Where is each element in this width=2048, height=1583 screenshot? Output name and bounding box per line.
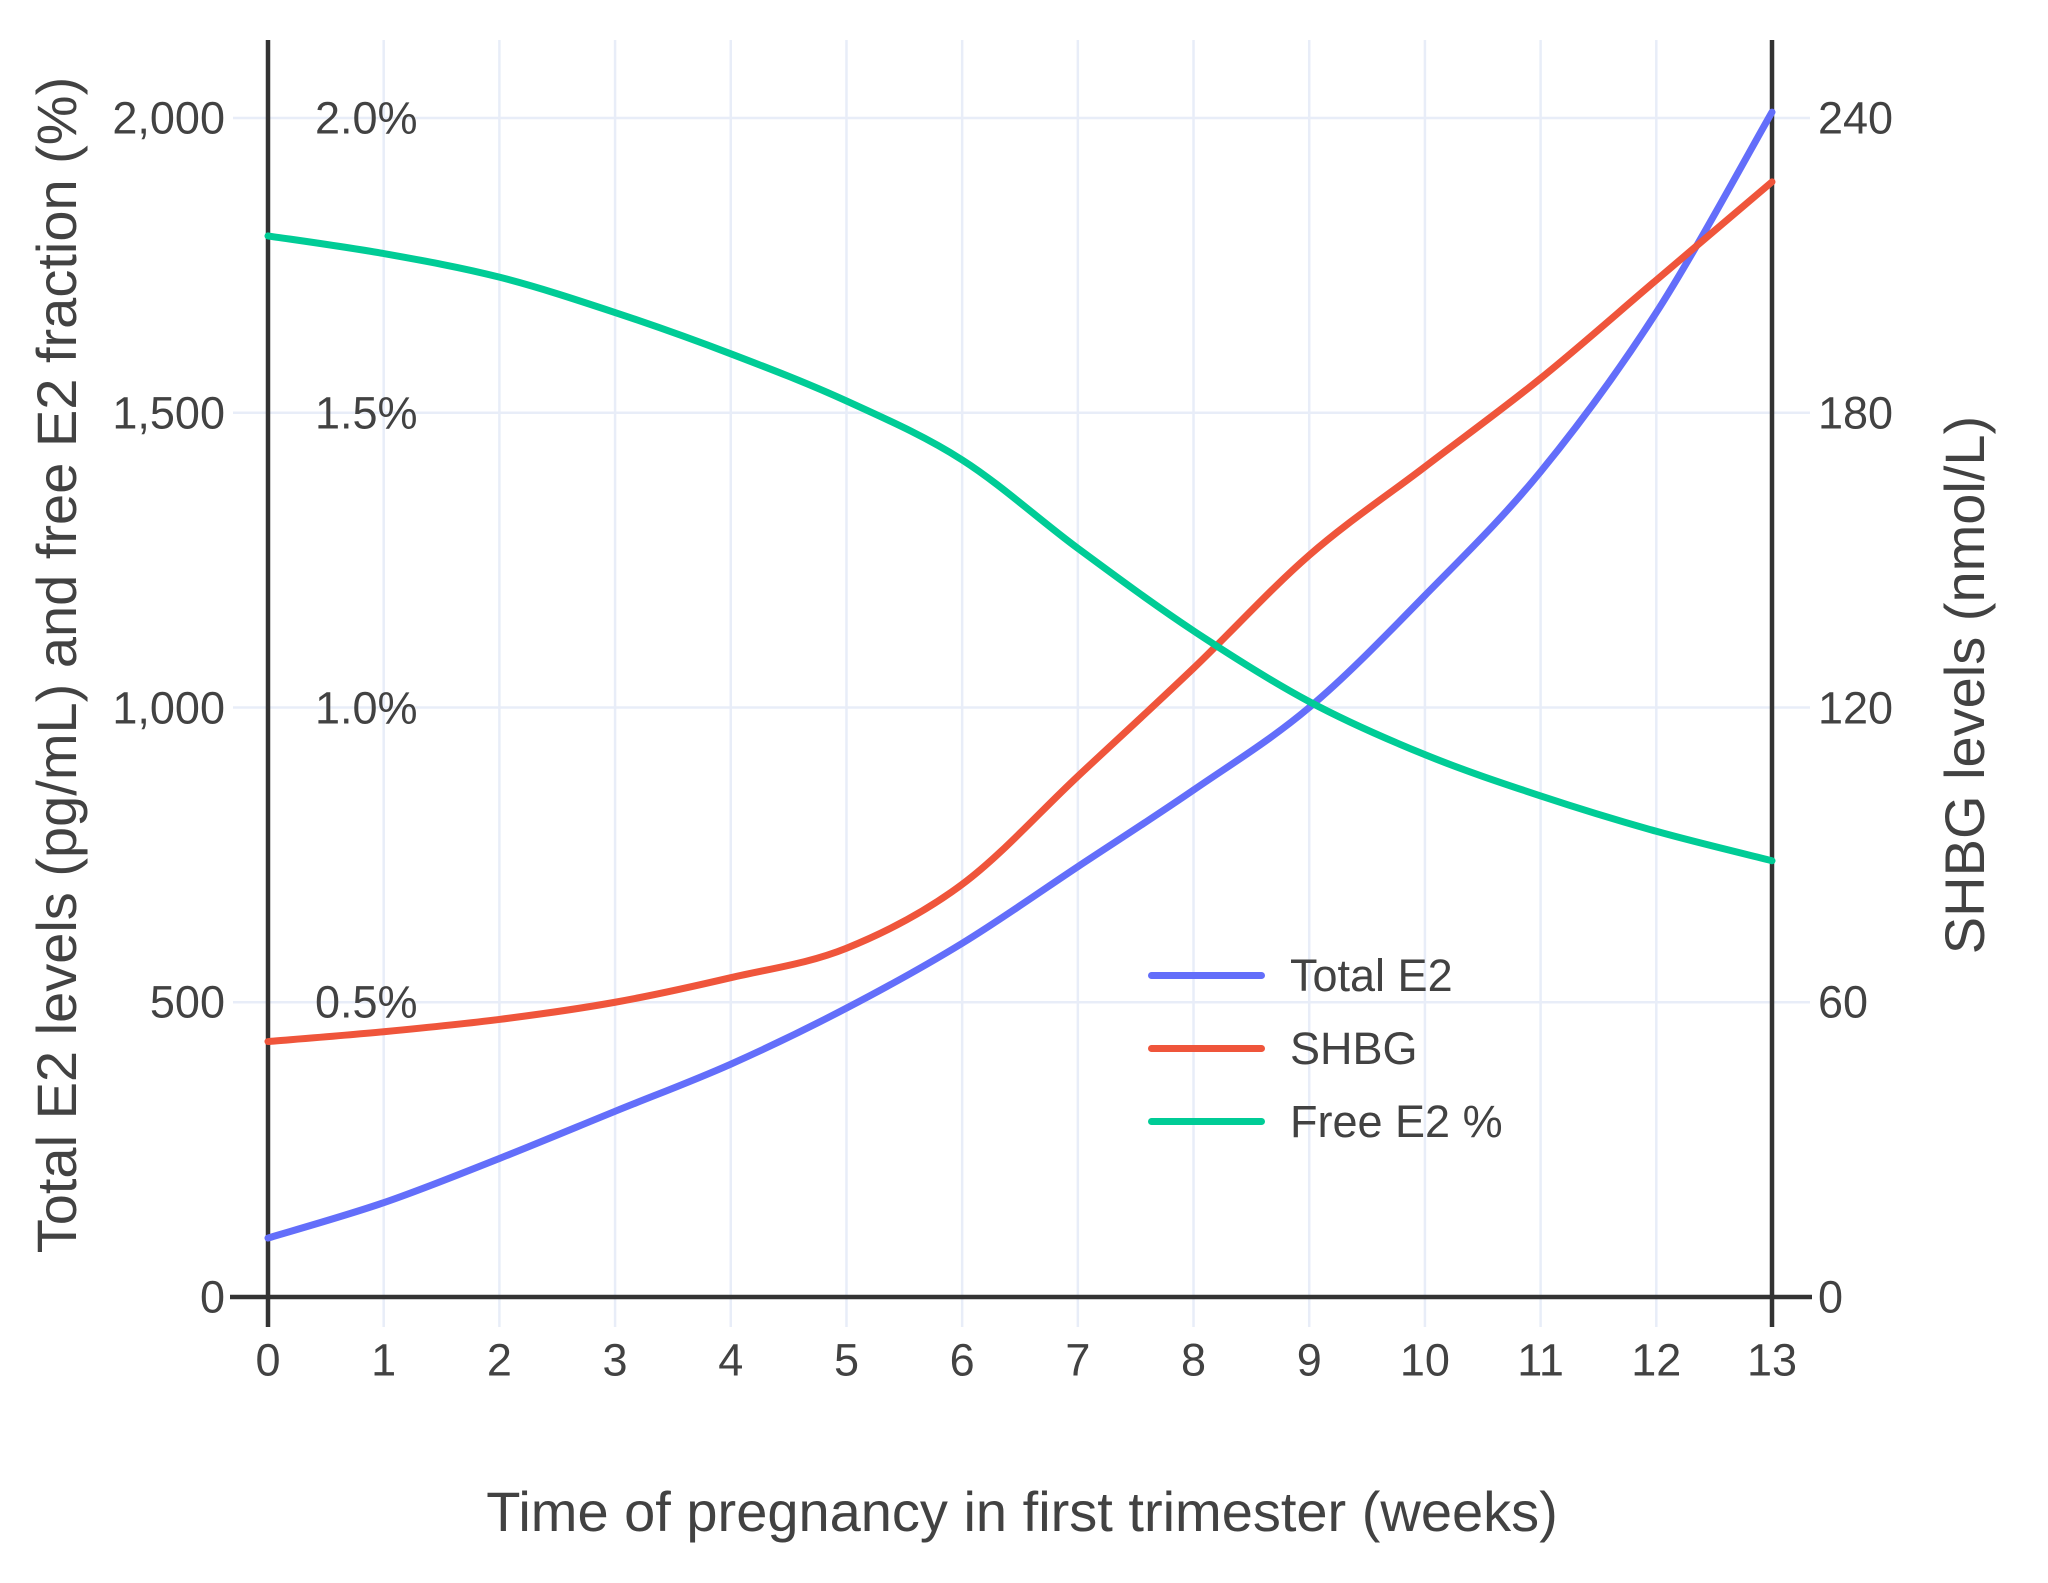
left-tick-label: 0 (199, 1271, 225, 1323)
right-tick-label: 120 (1818, 682, 1894, 733)
x-tick-label-9: 9 (1296, 1334, 1322, 1386)
right-tick-label: 0 (1818, 1271, 1844, 1323)
x-tick-label-7: 7 (1065, 1334, 1091, 1386)
percent-annotation: 1.0% (315, 682, 418, 733)
x-tick-label-3: 3 (602, 1334, 628, 1386)
legend-line-swatch (1148, 1118, 1265, 1125)
left-axis-title: Total E2 levels (pg/mL) and free E2 frac… (25, 76, 88, 1254)
x-tick-label-6: 6 (949, 1334, 975, 1386)
x-axis-title: Time of pregnancy in first trimester (we… (486, 1480, 1558, 1543)
legend-label: Total E2 (1290, 950, 1453, 1001)
legend: Total E2 SHBG Free E2 % (1148, 939, 1503, 1158)
right-tick-label: 240 (1818, 92, 1894, 144)
x-tick-label-1: 1 (371, 1334, 397, 1386)
legend-item-total-e2[interactable]: Total E2 (1148, 939, 1503, 1012)
percent-annotation: 1.5% (315, 387, 418, 439)
shbg-line (264, 178, 1776, 1046)
legend-line-swatch (1148, 972, 1265, 979)
left-tick-label: 1,500 (112, 387, 225, 439)
legend-item-free-e2-[interactable]: Free E2 % (1148, 1085, 1503, 1158)
legend-label: Free E2 % (1290, 1096, 1503, 1147)
x-tick-label-10: 10 (1399, 1334, 1450, 1386)
right-axis-title: SHBG levels (nmol/L) (1933, 415, 1996, 955)
x-tick-label-11: 11 (1517, 1334, 1564, 1386)
left-tick-label: 500 (149, 976, 225, 1028)
x-tick-label-4: 4 (718, 1334, 744, 1386)
free-e2--line (264, 232, 1776, 865)
left-tick-label: 2,000 (112, 92, 225, 144)
x-tick-label-0: 0 (255, 1334, 281, 1386)
right-tick-label: 180 (1818, 387, 1894, 439)
x-tick-label-5: 5 (833, 1334, 859, 1386)
legend-label: SHBG (1290, 1023, 1418, 1074)
left-tick-label: 1,000 (112, 682, 225, 733)
x-tick-label-12: 12 (1631, 1334, 1682, 1386)
percent-annotation: 2.0% (315, 92, 418, 144)
legend-item-shbg[interactable]: SHBG (1148, 1012, 1503, 1085)
right-tick-label: 60 (1818, 976, 1869, 1028)
x-tick-label-13: 13 (1746, 1334, 1798, 1386)
total-e2-line (264, 108, 1776, 1242)
legend-line-swatch (1148, 1045, 1265, 1052)
percent-annotation: 0.5% (315, 976, 418, 1028)
x-tick-label-8: 8 (1181, 1334, 1207, 1386)
x-tick-label-2: 2 (486, 1334, 512, 1386)
